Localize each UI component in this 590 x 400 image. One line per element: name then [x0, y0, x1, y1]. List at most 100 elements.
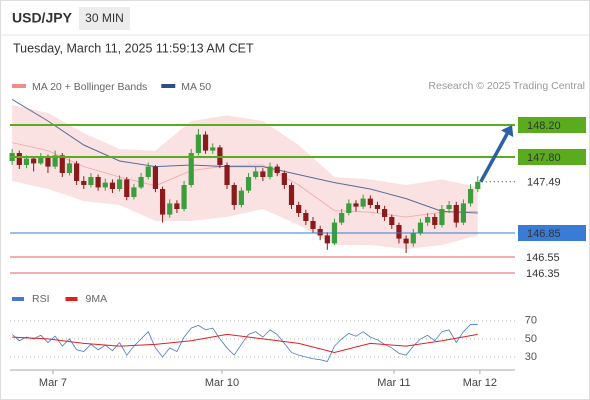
- forecast-arrow-head: [501, 125, 514, 138]
- ma20-line: [12, 142, 478, 218]
- candle-body: [274, 166, 280, 173]
- candle-body: [195, 134, 201, 153]
- candle-body: [45, 157, 51, 167]
- candle-body: [38, 157, 44, 164]
- candle-body: [303, 213, 309, 221]
- candle-body: [267, 166, 273, 177]
- candle-body: [324, 235, 330, 244]
- candle-body: [288, 185, 295, 205]
- candle-body: [181, 185, 187, 209]
- candle-body: [109, 182, 116, 189]
- candle-body: [389, 217, 395, 225]
- legend-swatch: [161, 84, 176, 88]
- candle-body: [460, 203, 467, 223]
- candle-body: [446, 205, 452, 209]
- candle-body: [138, 177, 144, 188]
- candle-body: [453, 205, 459, 223]
- candle-body: [74, 163, 80, 181]
- candle-body: [31, 158, 37, 164]
- candle-body: [152, 166, 159, 189]
- candle-body: [382, 209, 388, 217]
- symbol: USD/JPY: [12, 10, 73, 26]
- ma50-line: [11, 98, 478, 214]
- candle-body: [253, 171, 259, 177]
- candle-body: [59, 155, 65, 173]
- candle-body: [374, 205, 381, 209]
- candle-body: [417, 222, 424, 233]
- candle-body: [174, 203, 180, 209]
- level-box: [518, 173, 586, 190]
- candle-body: [102, 182, 108, 188]
- candle-body: [88, 177, 94, 185]
- rsi-line: [11, 324, 478, 362]
- y-tick-label: 70: [525, 315, 537, 327]
- candle-body: [296, 205, 302, 213]
- level-label: 146.85: [527, 228, 561, 240]
- level-box: [518, 225, 586, 241]
- candle-body: [346, 203, 352, 213]
- level-label: 146.35: [526, 268, 560, 280]
- candle-body: [238, 190, 244, 205]
- candle-body: [210, 147, 216, 151]
- legend-label: MA 20 + Bollinger Bands: [32, 81, 147, 93]
- legend-label: MA 50: [181, 81, 211, 93]
- candle-body: [231, 185, 237, 205]
- candle-body: [439, 209, 445, 225]
- x-tick-label: Mar 10: [205, 377, 239, 389]
- candle-body: [410, 233, 416, 244]
- candle-body: [116, 179, 123, 189]
- level-label: 147.49: [527, 177, 561, 189]
- forecast-arrow: [479, 132, 509, 183]
- level-box: [518, 117, 586, 133]
- level-label: 148.20: [527, 120, 561, 132]
- credit: Research © 2025 Trading Central: [428, 80, 585, 92]
- candle-body: [310, 221, 316, 229]
- legend-label: RSI: [32, 293, 50, 305]
- level-label: 146.55: [526, 252, 560, 264]
- candle-body: [396, 225, 402, 239]
- candle-body: [432, 217, 438, 225]
- candle-body: [245, 177, 252, 191]
- y-tick-label: 30: [525, 351, 537, 363]
- candle-body: [260, 171, 266, 177]
- y-tick-label: 50: [525, 333, 537, 345]
- candle-body: [124, 179, 130, 197]
- level-label: 147.80: [527, 152, 561, 164]
- legend-swatch: [12, 84, 26, 88]
- rsi-line: [12, 333, 478, 353]
- candle-body: [475, 181, 481, 189]
- candle-body: [66, 163, 73, 173]
- candle-body: [16, 153, 22, 165]
- candle-body: [360, 198, 366, 207]
- candle-body: [353, 203, 359, 207]
- candle-body: [167, 203, 173, 215]
- candle-body: [145, 166, 151, 177]
- datetime: Tuesday, March 11, 2025 11:59:13 AM CET: [13, 41, 254, 55]
- timeframe: 30 MIN: [85, 11, 124, 25]
- candle-body: [202, 134, 209, 151]
- candle-body: [52, 155, 58, 167]
- candle-body: [317, 229, 323, 236]
- candle-body: [403, 238, 409, 244]
- candle-body: [224, 165, 230, 185]
- candle-body: [81, 181, 87, 185]
- timeframe-box: [79, 7, 130, 30]
- legend-swatch: [12, 297, 24, 301]
- x-tick-label: Mar 12: [463, 377, 497, 389]
- x-tick-label: Mar 7: [39, 377, 67, 389]
- candle-body: [425, 217, 431, 223]
- candle-body: [281, 173, 287, 185]
- legend-label: 9MA: [86, 293, 108, 305]
- candle-body: [159, 189, 166, 215]
- candle-body: [23, 158, 30, 165]
- candle-body: [188, 153, 194, 185]
- candle-body: [131, 187, 137, 197]
- x-tick-label: Mar 11: [377, 377, 410, 389]
- legend-swatch: [65, 297, 78, 301]
- candle-body: [367, 198, 373, 205]
- level-box: [518, 149, 586, 165]
- candle-body: [467, 189, 474, 204]
- candle-body: [339, 213, 345, 223]
